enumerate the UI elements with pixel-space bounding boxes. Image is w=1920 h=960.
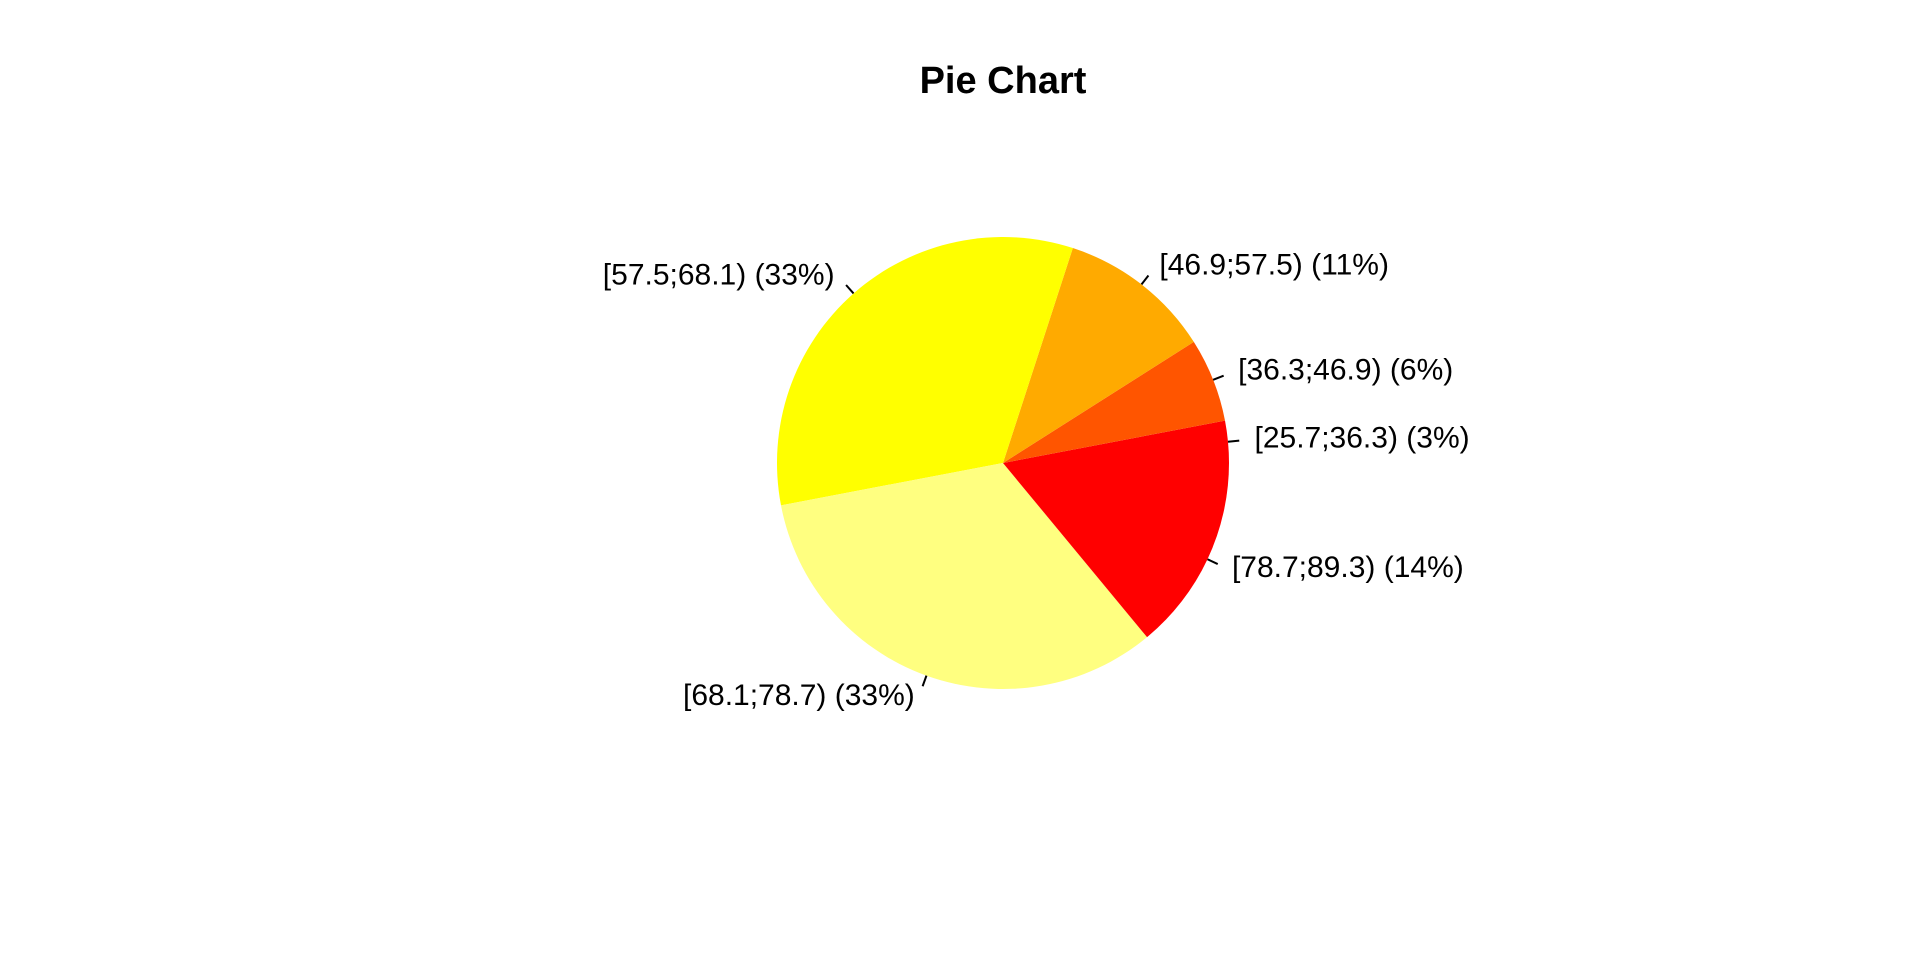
pie-slice-label-1: [36.3;46.9) (6%) [1238, 353, 1453, 386]
pie-slices [776, 236, 1229, 690]
pie-slice-5 [1003, 463, 1229, 638]
pie-leader-line-2 [1140, 274, 1150, 286]
pie-labels: [25.7;36.3) (3%) [36.3;46.9) (6%) [46.9;57… [603, 248, 1470, 711]
pie-leader-lines [845, 274, 1240, 687]
pie-leader-line-0 [1227, 439, 1240, 443]
pie-slice-0 [1003, 420, 1229, 463]
pie-slice-label-4: [68.1;78.7) (33%) [683, 679, 915, 712]
pie-leader-line-3 [845, 284, 855, 295]
pie-slice-label-2: [46.9;57.5) (11%) [1159, 248, 1389, 281]
pie-leader-line-4 [921, 675, 928, 687]
pie-slice-4 [781, 463, 1148, 690]
pie-slice-1 [1003, 341, 1225, 463]
pie-leader-line-5 [1207, 558, 1219, 565]
pie-slice-label-0: [25.7;36.3) (3%) [1255, 422, 1470, 455]
chart-title: Pie Chart [920, 60, 1087, 102]
pie-slice-label-5: [78.7;89.3) (14%) [1232, 551, 1464, 584]
pie-slice-label-3: [57.5;68.1) (33%) [603, 258, 835, 291]
pie-slice-2 [1003, 248, 1194, 463]
pie-leader-line-1 [1212, 374, 1225, 381]
pie-slice-3 [776, 236, 1073, 506]
